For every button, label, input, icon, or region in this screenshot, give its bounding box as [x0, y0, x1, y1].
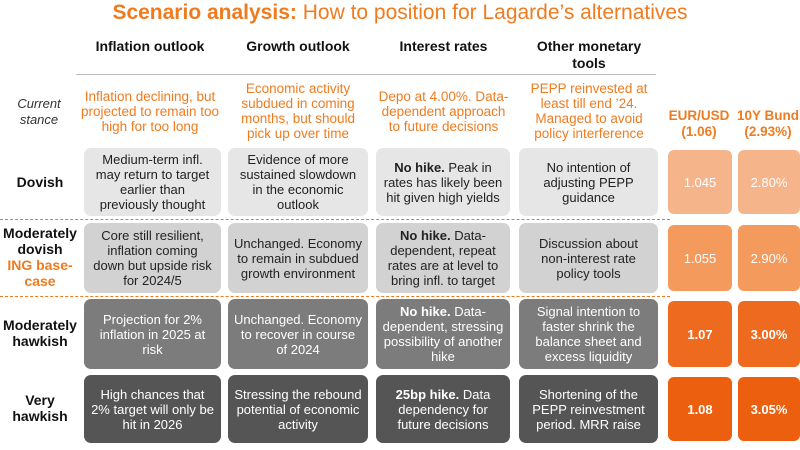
very-hawkish-eurusd-value: 1.08	[668, 377, 732, 441]
current-stance-interest-rates: Depo at 4.00%. Data-dependent approach t…	[378, 88, 509, 134]
cell-bold: No hike.	[400, 304, 451, 319]
moderately-dovish-growth-cell: Unchanged. Economy to remain in subdued …	[228, 223, 368, 293]
cell-text: Shortening of the PEPP reinvestment peri…	[532, 386, 645, 432]
dovish-inflation-cell: Medium-term infl. may return to target e…	[84, 148, 221, 216]
column-header-inflation: Inflation outlook	[95, 38, 205, 54]
current-stance-growth: Economic activity subdued in coming mont…	[240, 81, 356, 141]
cell-text: Unchanged. Economy to remain in subdued …	[234, 235, 362, 281]
cell-text: Medium-term infl. may return to target e…	[95, 152, 210, 212]
row-label-line: Very	[25, 392, 55, 408]
market-current: (2.93%)	[744, 124, 792, 139]
base-case-divider-top	[0, 219, 670, 220]
row-label-dovish: Dovish	[0, 148, 80, 216]
cell-text: High chances that 2% target will only be…	[91, 386, 214, 432]
market-header-bund: 10Y Bund (2.93%)	[736, 108, 800, 140]
cell-text: Data dependency for future decisions	[397, 386, 491, 432]
dovish-eurusd-value: 1.045	[668, 150, 732, 214]
cell-text: Stressing the rebound potential of econo…	[234, 386, 362, 432]
market-name: EUR/USD	[668, 108, 730, 123]
cell-text: Projection for 2% inflation in 2025 at r…	[99, 311, 206, 357]
row-label-moderately-hawkish: Moderately hawkish	[0, 298, 80, 368]
cell-bold: 25bp hike.	[395, 386, 460, 402]
column-header-interest-rates: Interest rates	[399, 38, 488, 54]
very-hawkish-bund-value: 3.05%	[738, 377, 800, 441]
cell-text: Peak in rates has likely been hit given …	[383, 159, 503, 205]
dovish-bund-value: 2.80%	[738, 150, 800, 214]
cell-text: Evidence of more sustained slowdown in t…	[239, 152, 357, 212]
moderately-dovish-rates-cell: No hike. Data-dependent, repeat rates ar…	[376, 223, 510, 293]
cell-bold: No hike.	[394, 159, 445, 175]
moderately-dovish-tools-cell: Discussion about non-interest rate polic…	[519, 223, 658, 293]
very-hawkish-rates-cell: 25bp hike. Data dependency for future de…	[376, 375, 510, 443]
moderately-dovish-inflation-cell: Core still resilient, inflation coming d…	[84, 223, 221, 293]
cell-text: Core still resilient, inflation coming d…	[93, 228, 212, 288]
row-label-line: hawkish	[12, 408, 68, 424]
cell-text: Data-dependent, repeat rates are at leve…	[387, 228, 499, 288]
cell-text: Discussion about non-interest rate polic…	[539, 235, 638, 281]
current-stance-other-tools: PEPP reinvested at least till end ’24. M…	[530, 81, 648, 141]
row-label-line: Dovish	[16, 174, 64, 190]
column-header-growth: Growth outlook	[246, 38, 350, 54]
market-header-eurusd: EUR/USD (1.06)	[666, 108, 732, 140]
column-header-other-tools: Other monetary tools	[536, 38, 642, 71]
very-hawkish-inflation-cell: High chances that 2% target will only be…	[84, 375, 221, 443]
header-divider	[76, 74, 656, 75]
dovish-growth-cell: Evidence of more sustained slowdown in t…	[228, 148, 368, 216]
moderately-hawkish-rates-cell: No hike. Data-dependent, stressing possi…	[376, 299, 510, 369]
moderately-hawkish-growth-cell: Unchanged. Economy to recover in course …	[228, 299, 368, 369]
current-stance-inflation: Inflation declining, but projected to re…	[80, 88, 220, 134]
very-hawkish-growth-cell: Stressing the rebound potential of econo…	[228, 375, 368, 443]
row-label-very-hawkish: Very hawkish	[0, 374, 80, 442]
title-rest: How to position for Lagarde’s alternativ…	[302, 1, 688, 24]
moderately-hawkish-inflation-cell: Projection for 2% inflation in 2025 at r…	[84, 299, 221, 369]
cell-text: Data-dependent, stressing possibility of…	[382, 304, 504, 364]
moderately-dovish-bund-value: 2.90%	[738, 225, 800, 291]
very-hawkish-tools-cell: Shortening of the PEPP reinvestment peri…	[519, 375, 658, 443]
cell-text: No intention of adjusting PEPP guidance	[543, 159, 634, 205]
market-current: (1.06)	[681, 124, 717, 139]
cell-bold: No hike.	[400, 228, 451, 243]
page-title: Scenario analysis: How to position for L…	[0, 0, 800, 26]
moderately-hawkish-eurusd-value: 1.07	[668, 301, 732, 367]
row-label-line: Moderately	[3, 225, 77, 241]
cell-text: Unchanged. Economy to recover in course …	[234, 311, 362, 357]
title-bold: Scenario analysis:	[112, 1, 297, 24]
row-label-moderately-dovish: Moderately dovish ING base-case	[0, 222, 80, 292]
base-case-divider-bottom	[0, 296, 670, 297]
row-label-line: hawkish	[12, 333, 68, 349]
row-label-line: Moderately	[3, 317, 77, 333]
cell-text: Signal intention to faster shrink the ba…	[535, 304, 642, 364]
moderately-hawkish-bund-value: 3.00%	[738, 301, 800, 367]
dovish-rates-cell: No hike. Peak in rates has likely been h…	[376, 148, 510, 216]
row-label-line: dovish	[17, 241, 63, 257]
moderately-hawkish-tools-cell: Signal intention to faster shrink the ba…	[519, 299, 658, 369]
base-case-label: ING base-case	[7, 257, 73, 289]
dovish-tools-cell: No intention of adjusting PEPP guidance	[519, 148, 658, 216]
moderately-dovish-eurusd-value: 1.055	[668, 225, 732, 291]
current-stance-label: Current stance	[17, 96, 61, 127]
market-name: 10Y Bund	[736, 108, 799, 123]
